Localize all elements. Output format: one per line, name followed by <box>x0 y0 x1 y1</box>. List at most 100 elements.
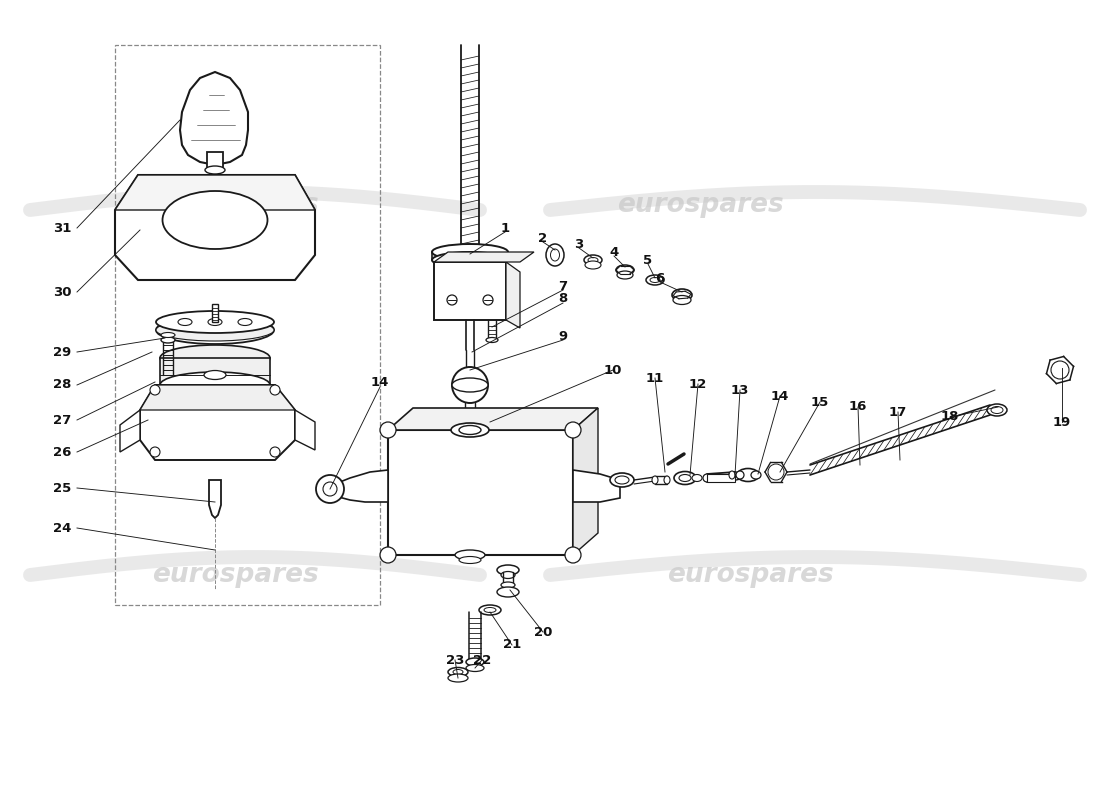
Text: 18: 18 <box>940 410 959 423</box>
Text: 5: 5 <box>644 254 652 266</box>
Bar <box>116 45 380 605</box>
Ellipse shape <box>453 670 463 674</box>
Circle shape <box>565 422 581 438</box>
Polygon shape <box>330 470 388 502</box>
Text: 13: 13 <box>730 383 749 397</box>
Circle shape <box>1050 361 1069 379</box>
Ellipse shape <box>205 166 225 174</box>
Ellipse shape <box>161 333 175 338</box>
Polygon shape <box>388 408 598 430</box>
Ellipse shape <box>451 423 490 437</box>
Circle shape <box>483 295 493 305</box>
Ellipse shape <box>497 565 519 575</box>
Ellipse shape <box>617 271 632 279</box>
Ellipse shape <box>448 674 468 682</box>
Ellipse shape <box>751 471 761 479</box>
Polygon shape <box>120 410 140 452</box>
Text: 1: 1 <box>500 222 509 234</box>
Polygon shape <box>434 252 534 262</box>
Text: eurospares: eurospares <box>152 192 318 218</box>
Ellipse shape <box>737 469 759 482</box>
Text: 17: 17 <box>889 406 908 418</box>
Ellipse shape <box>610 473 634 487</box>
Polygon shape <box>180 72 248 165</box>
Ellipse shape <box>500 582 515 588</box>
Ellipse shape <box>204 370 226 379</box>
Ellipse shape <box>448 667 468 677</box>
Ellipse shape <box>452 378 488 392</box>
Text: 14: 14 <box>371 377 389 390</box>
Text: 9: 9 <box>559 330 568 342</box>
Ellipse shape <box>664 476 670 484</box>
Text: 2: 2 <box>538 231 548 245</box>
Circle shape <box>565 547 581 563</box>
Circle shape <box>270 385 280 395</box>
Ellipse shape <box>486 338 498 342</box>
Ellipse shape <box>208 318 222 326</box>
Ellipse shape <box>459 557 481 563</box>
Ellipse shape <box>585 261 601 269</box>
Text: 19: 19 <box>1053 415 1071 429</box>
Ellipse shape <box>456 419 483 429</box>
Ellipse shape <box>736 471 744 479</box>
Ellipse shape <box>460 426 480 434</box>
Polygon shape <box>295 410 315 450</box>
Polygon shape <box>506 262 520 328</box>
Ellipse shape <box>615 476 629 484</box>
Bar <box>160 358 270 385</box>
Ellipse shape <box>692 474 702 482</box>
Text: eurospares: eurospares <box>667 562 834 588</box>
Text: 12: 12 <box>689 378 707 390</box>
Polygon shape <box>116 175 315 280</box>
Polygon shape <box>573 408 598 555</box>
Ellipse shape <box>161 337 175 343</box>
Ellipse shape <box>679 474 691 482</box>
Ellipse shape <box>160 345 270 371</box>
Text: eurospares: eurospares <box>617 192 783 218</box>
Bar <box>434 262 506 320</box>
Ellipse shape <box>455 550 485 560</box>
Ellipse shape <box>238 318 252 326</box>
Ellipse shape <box>484 607 496 613</box>
Ellipse shape <box>497 587 519 597</box>
Ellipse shape <box>156 311 274 333</box>
Bar <box>212 304 218 322</box>
Ellipse shape <box>443 255 453 261</box>
Text: 27: 27 <box>53 414 72 426</box>
Ellipse shape <box>156 316 274 344</box>
Text: 22: 22 <box>473 654 491 666</box>
Circle shape <box>379 547 396 563</box>
Ellipse shape <box>729 471 735 479</box>
Polygon shape <box>209 480 221 518</box>
Circle shape <box>316 475 344 503</box>
Text: 30: 30 <box>53 286 72 298</box>
Text: 11: 11 <box>646 371 664 385</box>
Ellipse shape <box>703 474 711 482</box>
Circle shape <box>768 464 784 480</box>
Text: 29: 29 <box>53 346 72 358</box>
Circle shape <box>150 385 160 395</box>
Text: 4: 4 <box>609 246 618 258</box>
Text: 14: 14 <box>771 390 789 402</box>
Bar <box>654 476 667 484</box>
Polygon shape <box>573 470 620 502</box>
Text: 24: 24 <box>53 522 72 534</box>
Text: 25: 25 <box>53 482 72 494</box>
Text: 23: 23 <box>446 654 464 666</box>
Ellipse shape <box>616 265 634 275</box>
Ellipse shape <box>672 289 692 301</box>
Ellipse shape <box>459 414 481 422</box>
Ellipse shape <box>156 319 274 341</box>
Circle shape <box>379 422 396 438</box>
Bar <box>388 430 573 555</box>
Ellipse shape <box>432 244 508 260</box>
Text: 20: 20 <box>534 626 552 638</box>
Circle shape <box>150 447 160 457</box>
Ellipse shape <box>584 255 602 265</box>
Ellipse shape <box>178 318 192 326</box>
Circle shape <box>452 367 488 403</box>
Ellipse shape <box>673 295 691 305</box>
Polygon shape <box>140 385 295 410</box>
Circle shape <box>323 482 337 496</box>
Ellipse shape <box>466 658 484 666</box>
